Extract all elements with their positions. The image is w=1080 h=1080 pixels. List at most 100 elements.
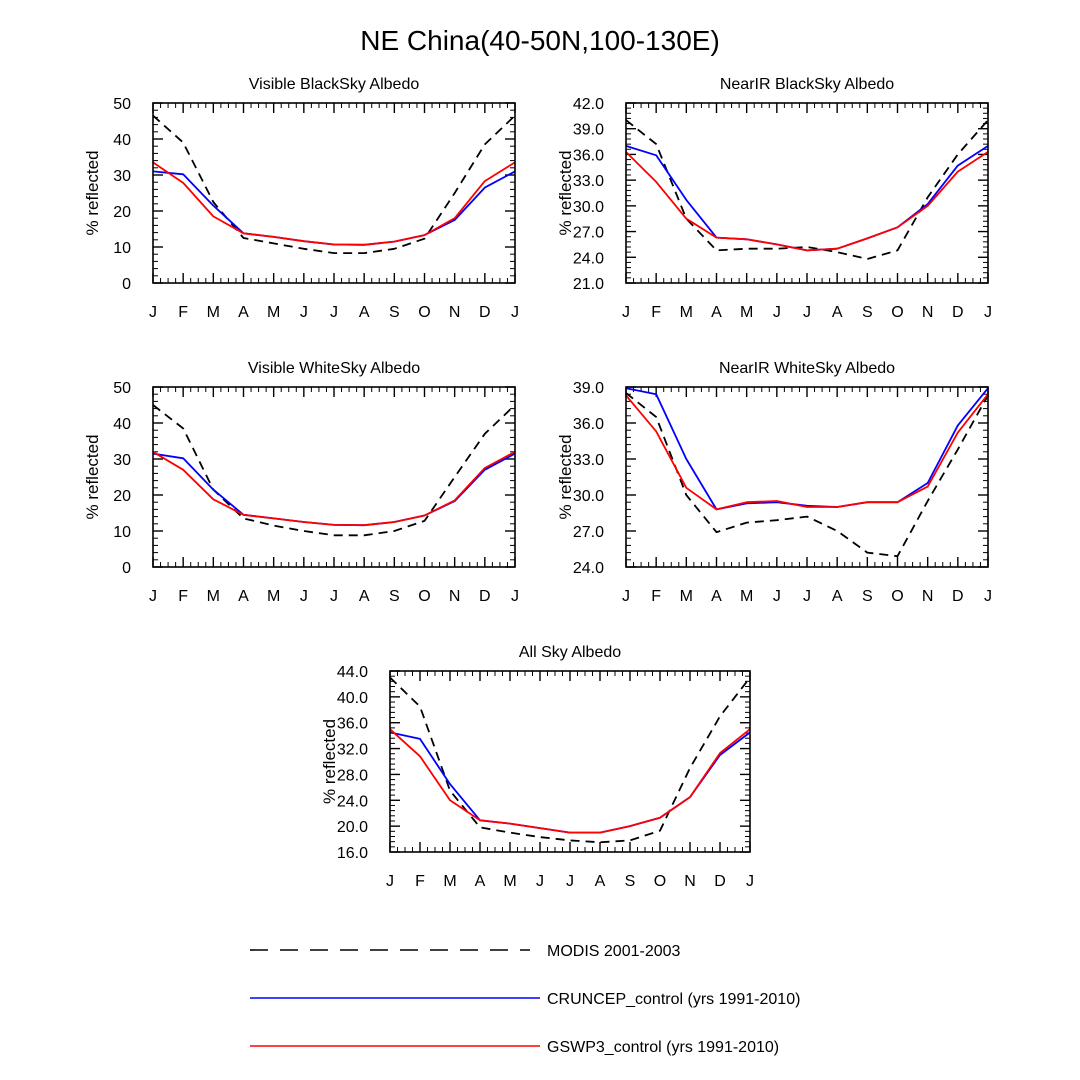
- visible-whitesky-xtick-label: N: [449, 588, 461, 605]
- visible-blacksky-x-minor-ticks: [160, 103, 508, 283]
- visible-whitesky-title: Visible WhiteSky Albedo: [248, 360, 420, 377]
- all-sky-series-cruncep: [389, 731, 751, 834]
- nearir-whitesky-xtick-label: M: [740, 588, 753, 605]
- nearir-blacksky-xtick-label: J: [984, 304, 992, 321]
- visible-whitesky-ytick-label: 10: [113, 524, 131, 541]
- visible-blacksky-ytick-label: 50: [113, 96, 131, 113]
- all-sky-xtick-label: S: [625, 873, 636, 890]
- panel-nearir-whitesky: NearIR WhiteSky Albedo % reflected J F M A M J J…: [556, 360, 992, 605]
- figure-title: NE China(40-50N,100-130E): [360, 25, 720, 56]
- nearir-whitesky-xtick-label: J: [984, 588, 992, 605]
- visible-whitesky-ytick-label: 20: [113, 488, 131, 505]
- visible-whitesky-x-minor-ticks: [160, 387, 508, 567]
- visible-blacksky-xtick-label: S: [389, 304, 400, 321]
- nearir-whitesky-x-minor-ticks: [633, 387, 981, 567]
- nearir-whitesky-xtick-label: F: [651, 588, 661, 605]
- nearir-blacksky-xtick-label: N: [922, 304, 934, 321]
- nearir-blacksky-title: NearIR BlackSky Albedo: [720, 76, 894, 93]
- nearir-whitesky-xtick-label: A: [711, 588, 722, 605]
- legend-label-gswp3: GSWP3_control (yrs 1991-2010): [547, 1039, 779, 1056]
- nearir-whitesky-ytick-label: 39.0: [573, 380, 604, 397]
- all-sky-ytick-label: 16.0: [337, 845, 368, 862]
- visible-blacksky-series-gswp3: [152, 161, 516, 246]
- visible-whitesky-ylabel: % reflected: [83, 434, 102, 519]
- all-sky-ytick-label: 36.0: [337, 716, 368, 733]
- all-sky-ylabel: % reflected: [320, 719, 339, 804]
- all-sky-ytick-label: 28.0: [337, 767, 368, 784]
- all-sky-frame: [389, 670, 751, 853]
- visible-whitesky-xtick-label: O: [418, 588, 430, 605]
- nearir-blacksky-y-minor-ticks: [626, 107, 988, 279]
- nearir-blacksky-ytick-label: 33.0: [573, 173, 604, 190]
- all-sky-xtick-label: D: [714, 873, 726, 890]
- nearir-blacksky-ytick-label: 42.0: [573, 96, 604, 113]
- nearir-whitesky-ytick-label: 27.0: [573, 524, 604, 541]
- visible-blacksky-xtick-label: N: [449, 304, 461, 321]
- nearir-whitesky-ylabel: % reflected: [556, 434, 575, 519]
- visible-blacksky-xtick-label: J: [149, 304, 157, 321]
- all-sky-xtick-label: A: [475, 873, 486, 890]
- visible-blacksky-xtick-label: O: [418, 304, 430, 321]
- all-sky-xtick-label: A: [595, 873, 606, 890]
- visible-whitesky-ytick-label: 40: [113, 416, 131, 433]
- visible-whitesky-ytick-label: 50: [113, 380, 131, 397]
- visible-blacksky-series-modis: [152, 114, 516, 255]
- all-sky-xtick-label: N: [684, 873, 696, 890]
- visible-blacksky-ytick-label: 40: [113, 132, 131, 149]
- visible-whitesky-xtick-label: F: [178, 588, 188, 605]
- all-sky-xtick-label: J: [746, 873, 754, 890]
- visible-whitesky-xtick-label: J: [300, 588, 308, 605]
- all-sky-y-minor-ticks: [390, 675, 750, 848]
- nearir-whitesky-series-modis: [625, 392, 989, 558]
- nearir-whitesky-ytick-label: 24.0: [573, 560, 604, 577]
- all-sky-xtick-label: M: [443, 873, 456, 890]
- nearir-whitesky-xtick-label: M: [680, 588, 693, 605]
- legend: MODIS 2001-2003 CRUNCEP_control (yrs 199…: [250, 943, 800, 1056]
- nearir-blacksky-xtick-label: D: [952, 304, 964, 321]
- nearir-blacksky-xtick-label: M: [680, 304, 693, 321]
- nearir-blacksky-xtick-label: F: [651, 304, 661, 321]
- nearir-blacksky-ytick-label: 30.0: [573, 199, 604, 216]
- nearir-whitesky-xtick-label: N: [922, 588, 934, 605]
- legend-item-gswp3: GSWP3_control (yrs 1991-2010): [250, 1039, 779, 1056]
- all-sky-ytick-label: 24.0: [337, 793, 368, 810]
- legend-label-modis: MODIS 2001-2003: [547, 943, 681, 960]
- panel-nearir-blacksky: NearIR BlackSky Albedo % reflected J F M A M J J…: [556, 76, 992, 321]
- visible-whitesky-series-modis: [152, 404, 516, 537]
- visible-blacksky-ytick-label: 20: [113, 204, 131, 221]
- legend-item-cruncep: CRUNCEP_control (yrs 1991-2010): [250, 991, 800, 1008]
- visible-blacksky-xtick-label: A: [238, 304, 249, 321]
- visible-whitesky-xtick-label: J: [330, 588, 338, 605]
- nearir-blacksky-ylabel: % reflected: [556, 150, 575, 235]
- all-sky-x-minor-ticks: [397, 671, 743, 852]
- all-sky-xtick-label: J: [386, 873, 394, 890]
- nearir-blacksky-ytick-label: 21.0: [573, 276, 604, 293]
- visible-whitesky-xtick-label: D: [479, 588, 491, 605]
- nearir-blacksky-ytick-label: 27.0: [573, 225, 604, 242]
- all-sky-xtick-label: O: [654, 873, 666, 890]
- visible-blacksky-xtick-label: J: [300, 304, 308, 321]
- panel-visible-whitesky: Visible WhiteSky Albedo % reflected J F M A M J…: [83, 360, 519, 605]
- visible-whitesky-xtick-label: A: [359, 588, 370, 605]
- visible-blacksky-frame: [152, 102, 516, 284]
- nearir-blacksky-xtick-label: J: [622, 304, 630, 321]
- visible-whitesky-series-cruncep: [152, 452, 516, 527]
- visible-blacksky-xtick-label: M: [267, 304, 280, 321]
- all-sky-xtick-label: M: [503, 873, 516, 890]
- all-sky-ytick-label: 40.0: [337, 690, 368, 707]
- visible-blacksky-ylabel: % reflected: [83, 150, 102, 235]
- nearir-blacksky-xtick-label: A: [711, 304, 722, 321]
- visible-blacksky-xtick-label: J: [330, 304, 338, 321]
- nearir-blacksky-series-gswp3: [625, 151, 989, 252]
- all-sky-xtick-label: J: [536, 873, 544, 890]
- nearir-whitesky-xtick-label: O: [891, 588, 903, 605]
- visible-whitesky-ytick-label: 0: [122, 560, 131, 577]
- visible-whitesky-xtick-label: A: [238, 588, 249, 605]
- nearir-blacksky-ytick-label: 36.0: [573, 147, 604, 164]
- nearir-blacksky-xtick-label: S: [862, 304, 873, 321]
- all-sky-title: All Sky Albedo: [519, 644, 621, 661]
- all-sky-xtick-label: F: [415, 873, 425, 890]
- nearir-blacksky-xtick-label: J: [773, 304, 781, 321]
